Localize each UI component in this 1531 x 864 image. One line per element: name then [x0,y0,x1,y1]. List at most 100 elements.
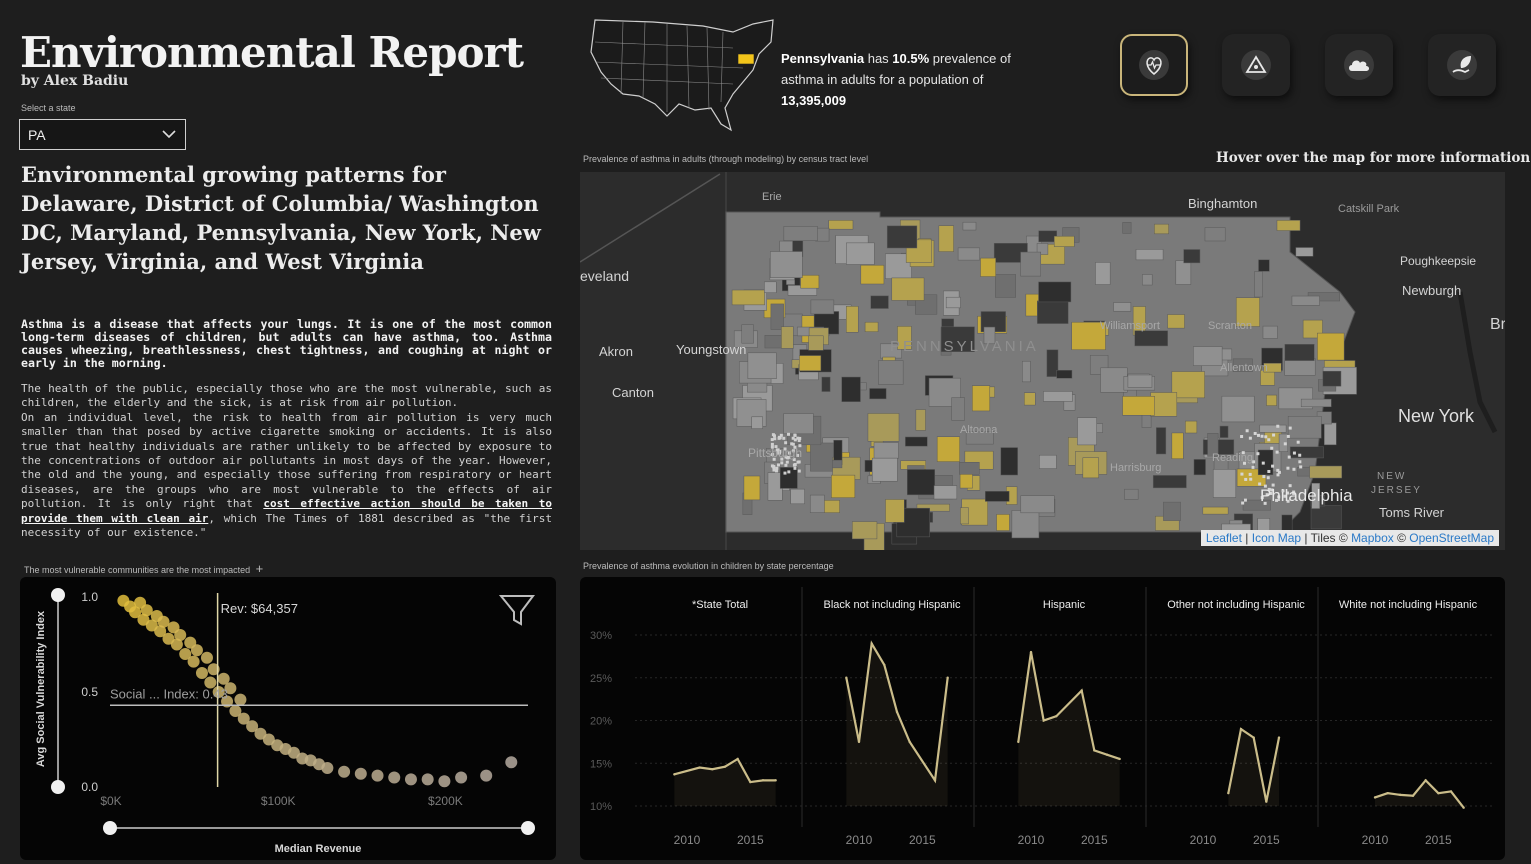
urban-tract[interactable] [1283,442,1287,446]
scatter-point[interactable] [371,769,384,782]
census-tract[interactable] [1036,243,1049,255]
urban-tract[interactable] [1244,477,1248,481]
census-tract[interactable] [770,251,803,278]
urban-tract[interactable] [784,441,788,445]
urban-tract[interactable] [770,438,774,442]
census-tract[interactable] [1171,432,1184,460]
series-line[interactable] [1017,651,1121,761]
census-tract[interactable] [1043,391,1073,402]
census-tract[interactable] [1163,501,1181,521]
urban-tract[interactable] [774,469,778,473]
census-tract[interactable] [1322,370,1342,387]
census-tract[interactable] [1287,416,1322,439]
census-tract[interactable] [1154,223,1169,235]
census-tract[interactable] [851,521,878,540]
census-tract[interactable] [1311,482,1320,509]
census-tract[interactable] [1284,344,1315,361]
urban-tract[interactable] [1240,472,1244,476]
urban-tract[interactable] [778,449,782,453]
census-tract[interactable] [1011,510,1040,539]
series-point[interactable] [711,768,714,771]
urban-tract[interactable] [791,449,795,453]
census-tract[interactable] [960,507,969,525]
scatter-point[interactable] [195,667,208,679]
clean-air-link[interactable]: cost effective action should be taken to… [21,497,553,525]
census-tract[interactable] [957,247,980,261]
census-tract[interactable] [809,494,825,513]
census-tract[interactable] [1113,302,1132,312]
census-tract[interactable] [897,326,912,350]
series-point[interactable] [1055,715,1058,718]
urban-tract[interactable] [770,442,774,446]
census-tract[interactable] [1156,427,1167,455]
census-tract[interactable] [751,416,763,429]
scatter-point[interactable] [404,773,417,786]
census-tract[interactable] [1266,394,1277,406]
urban-tract[interactable] [787,451,791,455]
urban-tract[interactable] [1270,488,1274,492]
urban-tract[interactable] [1264,435,1268,439]
census-tract[interactable] [1183,249,1201,264]
urban-tract[interactable] [1269,491,1273,495]
urban-tract[interactable] [784,463,788,467]
census-tract[interactable] [915,409,926,431]
scatter-point[interactable] [262,733,275,746]
census-tract[interactable] [1207,433,1219,457]
scatter-point[interactable] [145,619,158,632]
urban-tract[interactable] [1262,475,1266,479]
urban-tract[interactable] [771,453,775,457]
scatter-point[interactable] [234,693,247,706]
census-tract[interactable] [770,303,784,330]
series-line[interactable] [845,640,949,784]
census-tract[interactable] [1127,374,1153,388]
scatter-point[interactable] [157,615,170,628]
census-tract[interactable] [951,397,965,421]
census-tract[interactable] [1278,433,1289,452]
census-tract[interactable] [933,485,958,500]
urban-tract[interactable] [772,465,776,469]
urban-tract[interactable] [775,466,779,470]
census-tract[interactable] [747,352,777,379]
scatter-point[interactable] [229,705,242,717]
urban-tract[interactable] [772,468,776,472]
urban-tract[interactable] [1286,491,1290,495]
scatter-point[interactable] [237,712,250,725]
x-range-slider-right-handle[interactable] [521,821,535,835]
urban-tract[interactable] [1248,436,1252,440]
series-point[interactable] [736,757,739,761]
census-tract[interactable] [891,277,925,301]
census-tract[interactable] [808,335,824,351]
urban-tract[interactable] [796,436,800,440]
census-tract[interactable] [959,461,980,475]
census-tract[interactable] [1167,314,1185,329]
scatter-point[interactable] [162,632,175,645]
census-tract[interactable] [1100,367,1128,393]
census-tract[interactable] [1262,325,1278,339]
census-tract[interactable] [962,221,977,231]
urban-tract[interactable] [787,470,791,474]
series-point[interactable] [1411,794,1415,797]
census-tract[interactable] [1324,422,1337,446]
urban-tract[interactable] [796,460,800,464]
environment-category-button[interactable] [1428,34,1496,96]
census-tract[interactable] [846,306,859,333]
census-tract[interactable] [731,289,765,306]
census-tract[interactable] [905,436,928,447]
census-tract[interactable] [1202,506,1229,515]
urban-tract[interactable] [1286,466,1290,470]
census-tract[interactable] [1000,447,1018,476]
census-tract[interactable] [783,413,814,435]
census-tract[interactable] [1039,454,1057,469]
series-point[interactable] [1017,740,1020,744]
series-line[interactable] [674,757,776,784]
series-point[interactable] [723,765,727,768]
census-tract[interactable] [871,457,898,482]
urban-tract[interactable] [793,438,797,442]
urban-tract[interactable] [1270,446,1274,450]
census-tract[interactable] [878,360,904,385]
urban-tract[interactable] [1298,453,1302,457]
census-tract[interactable] [743,475,761,501]
census-tract[interactable] [1038,281,1072,303]
series-point[interactable] [774,779,777,782]
series-point[interactable] [845,676,848,679]
